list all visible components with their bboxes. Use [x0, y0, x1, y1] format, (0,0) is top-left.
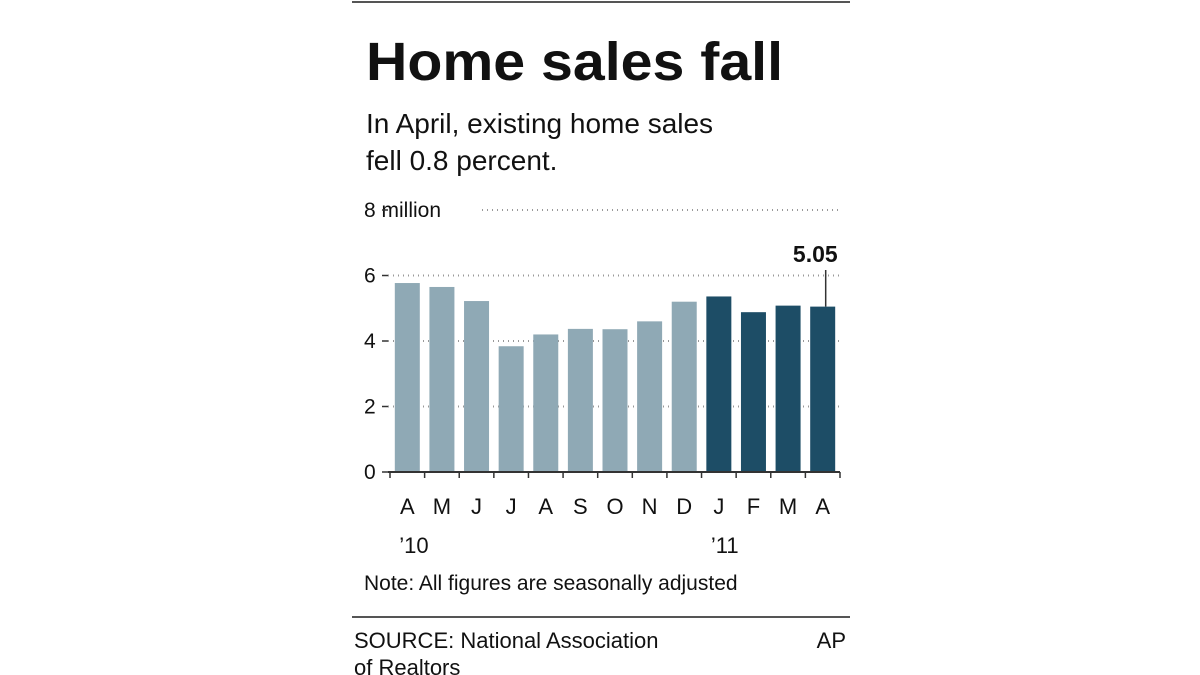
x-tick-label: D [676, 494, 692, 519]
subtitle: fell 0.8 percent. [366, 145, 557, 176]
year-label: ’10 [399, 533, 428, 558]
subtitle: In April, existing home sales [366, 108, 713, 139]
x-tick-label: N [642, 494, 658, 519]
bar [602, 329, 628, 472]
bar [498, 346, 524, 472]
y-tick-label: 6 [364, 265, 376, 288]
x-tick-label: A [400, 494, 415, 519]
x-tick-label: O [606, 494, 623, 519]
x-tick-label: A [815, 494, 830, 519]
x-tick-label: M [433, 494, 451, 519]
x-tick-label: M [779, 494, 797, 519]
bar [706, 296, 732, 472]
y-tick-label: 8 million [364, 199, 441, 222]
source: of Realtors [354, 655, 460, 675]
x-tick-label: F [747, 494, 760, 519]
bar [533, 334, 559, 472]
y-tick-label: 2 [364, 396, 376, 419]
bar [775, 305, 801, 472]
bar [740, 312, 766, 472]
source: SOURCE: National Association [354, 628, 658, 653]
chart-title: Home sales fall [366, 32, 783, 92]
x-tick-label: J [506, 494, 517, 519]
note: Note: All figures are seasonally adjuste… [364, 572, 738, 595]
bar [637, 321, 663, 472]
bar [464, 301, 490, 472]
bar [810, 306, 836, 472]
value-label: 5.05 [793, 241, 838, 267]
year-label: ’11 [711, 533, 739, 558]
bar [394, 283, 420, 472]
x-tick-label: J [713, 494, 724, 519]
bar [429, 286, 455, 472]
x-tick-label: A [538, 494, 553, 519]
bar [671, 301, 697, 472]
y-tick-label: 4 [364, 330, 376, 353]
bar [567, 328, 593, 472]
y-tick-label: 0 [364, 461, 376, 484]
credit: AP [817, 628, 846, 653]
x-tick-label: J [471, 494, 482, 519]
x-tick-label: S [573, 494, 588, 519]
